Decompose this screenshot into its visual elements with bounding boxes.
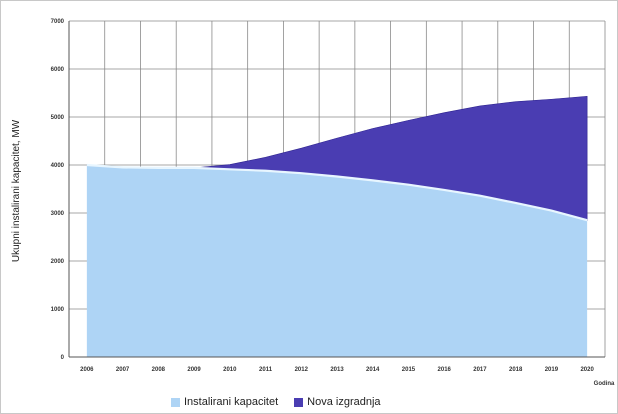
legend: Instalirani kapacitet Nova izgradnja [171, 394, 381, 410]
y-tick-label: 7000 [51, 19, 65, 25]
x-tick-label: 2006 [80, 367, 94, 373]
axes [68, 21, 605, 358]
area-instalirani-kapacitet [86, 165, 588, 357]
x-tick-labels: 2006 2007 2008 2009 2010 2011 2012 2013 2014 2015… [80, 367, 594, 373]
x-tick-label: 2011 [259, 367, 273, 373]
x-axis-label: Godina [594, 381, 615, 387]
x-tick-label: 2013 [330, 367, 344, 373]
y-tick-label: 5000 [51, 115, 65, 121]
series-areas [86, 96, 588, 357]
x-tick-label: 2009 [187, 367, 201, 373]
x-tick-label: 2018 [509, 367, 523, 373]
y-tick-label: 4000 [51, 163, 65, 169]
x-tick-label: 2008 [152, 367, 166, 373]
x-tick-label: 2015 [402, 367, 416, 373]
legend-swatch-installed [171, 397, 180, 407]
x-tick-label: 2012 [295, 367, 309, 373]
y-tick-label: 1000 [51, 307, 65, 313]
y-tick-labels: 0 1000 2000 3000 4000 5000 6000 7000 [51, 19, 65, 361]
x-tick-label: 2017 [473, 367, 487, 373]
legend-item-installed: Instalirani kapacitet [171, 396, 278, 408]
y-tick-label: 6000 [51, 67, 65, 73]
legend-item-new: Nova izgradnja [294, 396, 381, 408]
x-tick-label: 2016 [438, 367, 452, 373]
y-tick-label: 3000 [51, 211, 65, 217]
legend-swatch-new [294, 397, 304, 407]
x-tick-label: 2007 [116, 367, 130, 373]
x-tick-label: 2020 [580, 367, 594, 373]
x-tick-label: 2010 [223, 367, 237, 373]
y-axis-label: Ukupni instalirani kapacitet, MW [11, 119, 22, 262]
y-tick-label: 0 [61, 355, 65, 361]
y-tick-label: 2000 [51, 259, 65, 265]
series-line-instalirani-kapacitet [86, 163, 588, 222]
x-tick-label: 2014 [366, 367, 380, 373]
x-tick-label: 2019 [545, 367, 559, 373]
legend-label-installed: Instalirani kapacitet [184, 396, 279, 408]
legend-label-new: Nova izgradnja [307, 396, 381, 408]
